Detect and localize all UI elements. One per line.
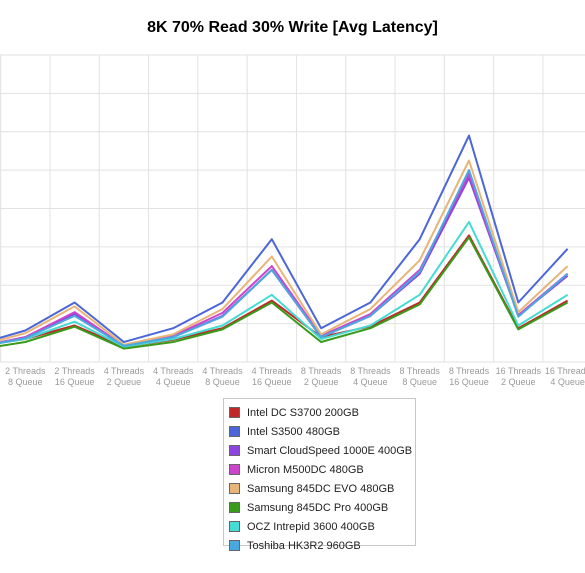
chart-legend: Intel DC S3700 200GB Intel S3500 480GB Sma… [223, 398, 416, 552]
legend-item: Samsung 845DC Pro 400GB [224, 498, 415, 517]
series-line-0 [0, 234, 569, 348]
x-tick-label: 8 Threads 16 Queue [449, 366, 490, 387]
x-tick-label-line: 8 Queue [402, 377, 437, 387]
legend-item: Toshiba HK3R2 960GB [224, 536, 415, 555]
legend-label: Samsung 845DC Pro 400GB [247, 501, 389, 514]
x-tick-label-line: 16 Queue [449, 377, 489, 387]
x-tick-label-line: 16 Threads [545, 366, 585, 376]
x-tick-label: 4 Threads 4 Queue [153, 366, 194, 387]
chart-grid [0, 54, 585, 363]
x-tick-label-line: 16 Queue [55, 377, 95, 387]
x-tick-label-line: 8 Threads [301, 366, 342, 376]
legend-swatch [229, 521, 240, 532]
x-tick-label-line: 4 Threads [202, 366, 243, 376]
x-tick-label: 2 Threads 16 Queue [54, 366, 95, 387]
legend-swatch [229, 464, 240, 475]
legend-item: Micron M500DC 480GB [224, 460, 415, 479]
x-tick-label-line: 8 Threads [449, 366, 490, 376]
series-line-6 [0, 220, 569, 348]
x-tick-label-line: 8 Threads [400, 366, 441, 376]
x-tick-label-line: 4 Threads [153, 366, 194, 376]
legend-label: Toshiba HK3R2 960GB [247, 539, 361, 552]
legend-swatch [229, 502, 240, 513]
series-line-4 [0, 159, 569, 346]
x-tick-label-line: 16 Threads [496, 366, 542, 376]
series-line-5 [0, 236, 569, 350]
x-tick-label-line: 8 Queue [205, 377, 240, 387]
x-tick-label-line: 4 Queue [353, 377, 388, 387]
series-line-7 [0, 169, 569, 347]
legend-item: Samsung 845DC EVO 480GB [224, 479, 415, 498]
legend-swatch [229, 445, 240, 456]
legend-label: Intel DC S3700 200GB [247, 406, 359, 419]
series-line-3 [0, 173, 569, 347]
x-tick-label-line: 2 Threads [54, 366, 95, 376]
x-tick-label-line: 4 Queue [156, 377, 191, 387]
x-tick-label: 8 Threads 4 Queue [350, 366, 391, 387]
x-tick-label-line: 16 Queue [252, 377, 292, 387]
legend-item: OCZ Intrepid 3600 400GB [224, 517, 415, 536]
legend-label: Smart CloudSpeed 1000E 400GB [247, 444, 413, 457]
x-tick-label: 4 Threads 2 Queue [104, 366, 145, 387]
chart-series-lines [0, 134, 569, 350]
legend-item: Intel S3500 480GB [224, 422, 415, 441]
x-tick-label-line: 2 Queue [501, 377, 536, 387]
legend-swatch [229, 483, 240, 494]
series-line-1 [0, 134, 569, 343]
legend-swatch [229, 426, 240, 437]
x-tick-label-line: 2 Queue [107, 377, 142, 387]
legend-label: Samsung 845DC EVO 480GB [247, 482, 395, 495]
legend-swatch [229, 407, 240, 418]
x-tick-label-line: 2 Threads [5, 366, 46, 376]
x-tick-label: 4 Threads 16 Queue [252, 366, 293, 387]
x-tick-label-line: 4 Queue [550, 377, 585, 387]
x-tick-label: 16 Threads 2 Queue [496, 366, 542, 387]
legend-swatch [229, 540, 240, 551]
legend-label: Intel S3500 480GB [247, 425, 340, 438]
x-tick-label: 4 Threads 8 Queue [202, 366, 243, 387]
legend-item: Intel DC S3700 200GB [224, 403, 415, 422]
x-tick-label-line: 8 Threads [350, 366, 391, 376]
legend-item: Smart CloudSpeed 1000E 400GB [224, 441, 415, 460]
x-tick-label-line: 4 Threads [104, 366, 145, 376]
x-tick-label-line: 2 Queue [304, 377, 339, 387]
legend-label: OCZ Intrepid 3600 400GB [247, 520, 375, 533]
chart-title: 8K 70% Read 30% Write [Avg Latency] [147, 19, 438, 36]
x-tick-label: 2 Threads 8 Queue [5, 366, 46, 387]
x-tick-label: 8 Threads 2 Queue [301, 366, 342, 387]
x-tick-label-line: 4 Threads [252, 366, 293, 376]
x-tick-label-line: 8 Queue [8, 377, 43, 387]
x-tick-label: 8 Threads 8 Queue [400, 366, 441, 387]
legend-label: Micron M500DC 480GB [247, 463, 364, 476]
